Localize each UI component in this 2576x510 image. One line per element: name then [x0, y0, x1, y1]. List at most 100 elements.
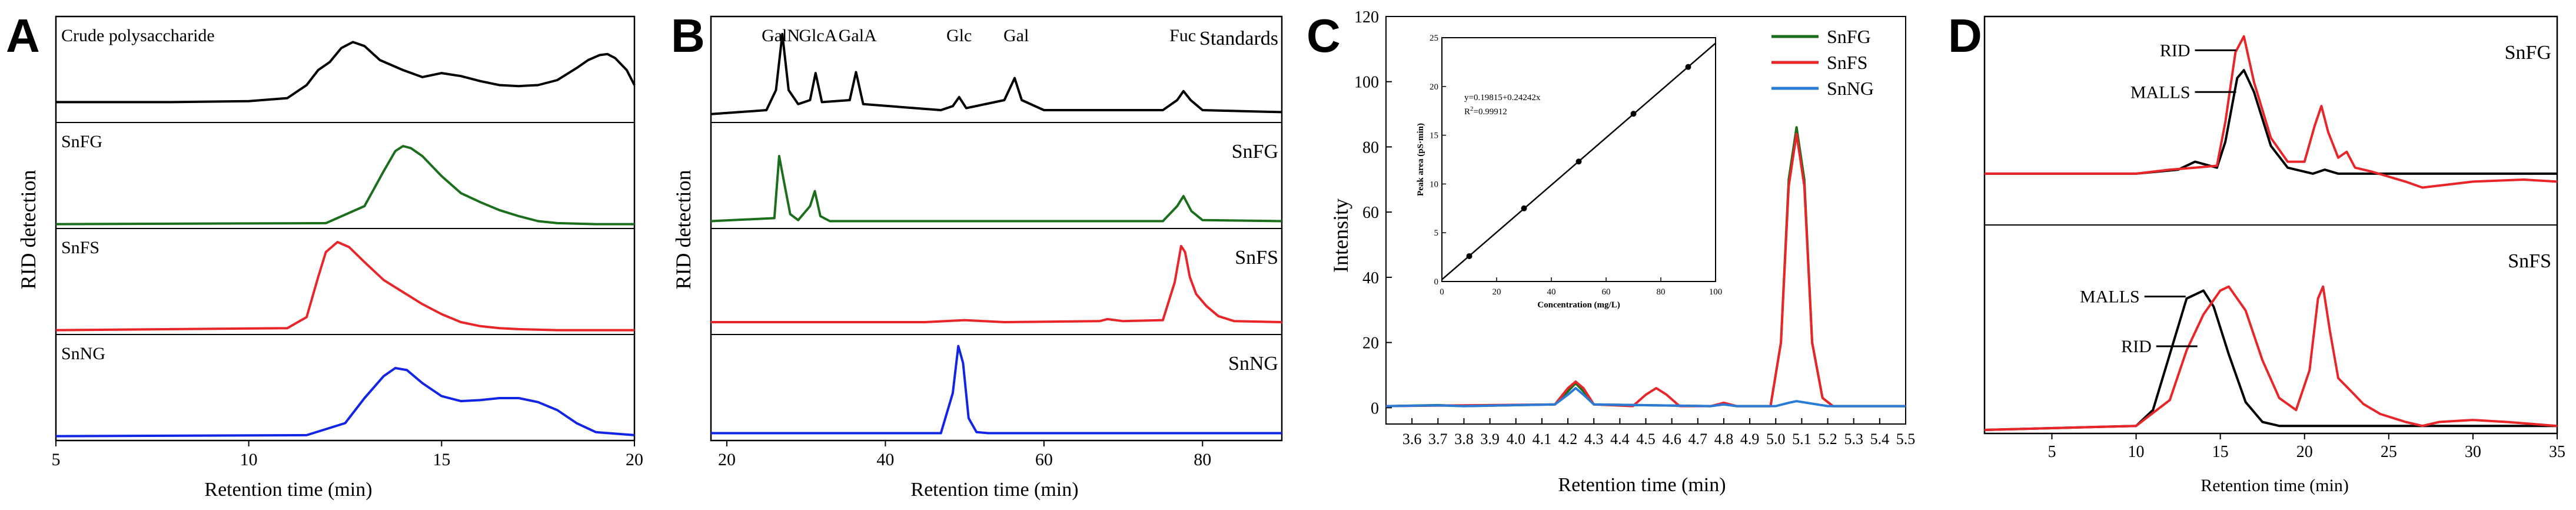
- inset-data-point: [1466, 253, 1473, 259]
- panel-c-series-snng: [1385, 387, 1906, 408]
- panel-a-x-tick-label: 5: [52, 450, 61, 469]
- panel-d-x-axis-title: Retention time (min): [2201, 476, 2349, 495]
- panel-d-trace-snfg-rid: [1985, 35, 2558, 189]
- panel-a-x-tick-label: 20: [626, 450, 643, 469]
- inset-x-tick-label: 100: [1709, 287, 1723, 297]
- panel-c-x-tick-label: 3.8: [1454, 430, 1474, 448]
- panel-b-peak-label: Gal: [1003, 26, 1029, 45]
- panel-b-peak-label: Glc: [946, 26, 972, 45]
- panel-c-y-tick-label: 60: [1362, 204, 1379, 222]
- panel-b-x-tick-label: 60: [1035, 450, 1053, 469]
- inset-x-tick-label: 40: [1547, 287, 1556, 297]
- panel-c-y-axis-title: Intensity: [1329, 198, 1352, 273]
- panel-c-x-tick-label: 4.9: [1740, 430, 1760, 448]
- panel-d-track-label: SnFS: [2508, 250, 2551, 272]
- inset-y-tick-label: 25: [1430, 34, 1438, 43]
- panel-b-x-tick-label: 40: [876, 450, 894, 469]
- panel-b-x-tick-label: 20: [718, 450, 736, 469]
- panel-a-plot: Crude polysaccharide SnFG SnFS SnNG 5 10 15 20: [52, 15, 643, 469]
- panel-a-x-axis-title: Retention time (min): [204, 479, 372, 501]
- panel-c-x-tick-label: 5.0: [1766, 430, 1786, 448]
- inset-y-tick-label: 10: [1430, 180, 1438, 189]
- inset-data-point: [1685, 64, 1691, 70]
- panel-c-x-tick-label: 5.3: [1844, 430, 1863, 448]
- panel-b-track-label: SnFS: [1235, 247, 1278, 269]
- panel-a-trace-crude-polysaccharide: [56, 41, 636, 104]
- panel-c-y-tick-label: 120: [1354, 8, 1379, 27]
- panel-d-trace-snfs-malls: [1984, 289, 2557, 431]
- panel-b-peak-label: GalA: [839, 26, 877, 45]
- panel-b-track-label: Standards: [1199, 28, 1278, 49]
- inset-x-tick-label: 20: [1493, 287, 1501, 297]
- panel-b-trace-standards: [710, 32, 1282, 115]
- panel-a-track-label: SnFS: [61, 238, 99, 257]
- panel-b-track-label: SnFG: [1232, 141, 1278, 163]
- inset-x-axis-title: Concentration (mg/L): [1537, 300, 1620, 310]
- panel-b-peak-label: Fuc: [1169, 26, 1196, 45]
- panel-d-x-tick-label: 10: [2128, 443, 2145, 461]
- panel-letter-c: C: [1307, 9, 1341, 62]
- panel-c-y-tick-label: 0: [1371, 399, 1379, 418]
- panel-d-x-tick-label: 30: [2465, 443, 2481, 461]
- panel-c-x-tick-label: 4.1: [1533, 430, 1552, 448]
- inset-r-squared-label: R: [1464, 107, 1470, 117]
- panel-c-x-tick-label: 4.0: [1507, 430, 1526, 448]
- panel-c-y-tick-label: 40: [1362, 269, 1379, 287]
- panel-b-peak-label: GlcA: [799, 26, 837, 45]
- inset-y-tick-label: 20: [1430, 82, 1438, 92]
- panel-a-trace-snfg: [55, 145, 634, 226]
- panel-c-x-tick-label: 4.3: [1584, 430, 1604, 448]
- inset-y-tick-label: 0: [1434, 277, 1439, 287]
- panel-c-y-tick-label: 20: [1362, 335, 1379, 353]
- panel-c-legend-label: SnFG: [1827, 26, 1871, 47]
- panel-c-x-tick-label: 3.6: [1402, 430, 1422, 448]
- panel-d-track-label: SnFG: [2505, 42, 2551, 64]
- panel-c-x-tick-label: 4.6: [1662, 430, 1681, 448]
- panel-b-trace-snfs: [711, 244, 1282, 323]
- inset-y-tick-label: 15: [1430, 131, 1438, 141]
- inset-y-axis-title: Peak area (pS·min): [1416, 123, 1425, 196]
- panel-c-x-tick-label: 4.7: [1688, 430, 1708, 448]
- panel-a: A Crude polysaccharide SnFG SnFS SnNG 5 10 15 2…: [6, 9, 643, 501]
- panel-c-x-tick-label: 4.8: [1714, 430, 1734, 448]
- panel-d-annotation-label: RID: [2121, 337, 2152, 356]
- panel-c-x-tick-label: 5.5: [1896, 430, 1916, 448]
- panel-b-trace-snng: [711, 345, 1282, 435]
- panel-d-annotation-label: MALLS: [2080, 287, 2140, 307]
- panel-d-x-tick-label: 35: [2549, 443, 2565, 461]
- panel-c-y-tick-label: 100: [1354, 74, 1379, 92]
- panel-letter-d: D: [1948, 9, 1982, 62]
- panel-c-x-tick-label: 5.4: [1870, 430, 1890, 448]
- panel-d-plot: SnFG RID MALLS SnFS MALLS RID 5 10 15 20 25 30 35: [1983, 15, 2565, 461]
- panel-b-y-axis-title: RID detection: [672, 170, 695, 290]
- panel-letter-b: B: [671, 9, 705, 62]
- panel-c-x-tick-label: 3.9: [1480, 430, 1500, 448]
- inset-data-point: [1575, 158, 1582, 165]
- panel-b-x-axis-title: Retention time (min): [910, 479, 1078, 501]
- panel-d-annotation-label: RID: [2160, 41, 2191, 60]
- panel-d-x-tick-label: 25: [2381, 443, 2397, 461]
- inset-data-point: [1630, 111, 1637, 117]
- panel-d-trace-snfs-rid: [1984, 285, 2558, 431]
- inset-equation: y=0.19815+0.24242x: [1464, 93, 1541, 102]
- panel-b-trace-snfg: [710, 155, 1282, 223]
- inset-r-squared-value: =0.99912: [1474, 107, 1507, 117]
- panel-a-trace-snng: [55, 367, 635, 438]
- panel-a-x-tick-label: 15: [433, 450, 450, 469]
- panel-d-trace-snfg-malls: [1985, 69, 2557, 175]
- panel-c-x-tick-label: 3.7: [1428, 430, 1448, 448]
- panel-a-trace-snfs: [55, 241, 634, 332]
- panel-c-legend-label: SnFS: [1827, 52, 1867, 73]
- inset-x-tick-label: 80: [1657, 287, 1666, 297]
- panel-d-x-tick-label: 15: [2212, 443, 2229, 461]
- panel-a-y-axis-title: RID detection: [16, 170, 40, 290]
- panel-d-x-tick-label: 20: [2296, 443, 2313, 461]
- inset-r-squared: R2=0.99912: [1464, 105, 1507, 117]
- panel-c-x-tick-label: 4.5: [1636, 430, 1656, 448]
- panel-d-annotation-label: MALLS: [2130, 82, 2191, 102]
- inset-x-tick-label: 0: [1440, 287, 1444, 297]
